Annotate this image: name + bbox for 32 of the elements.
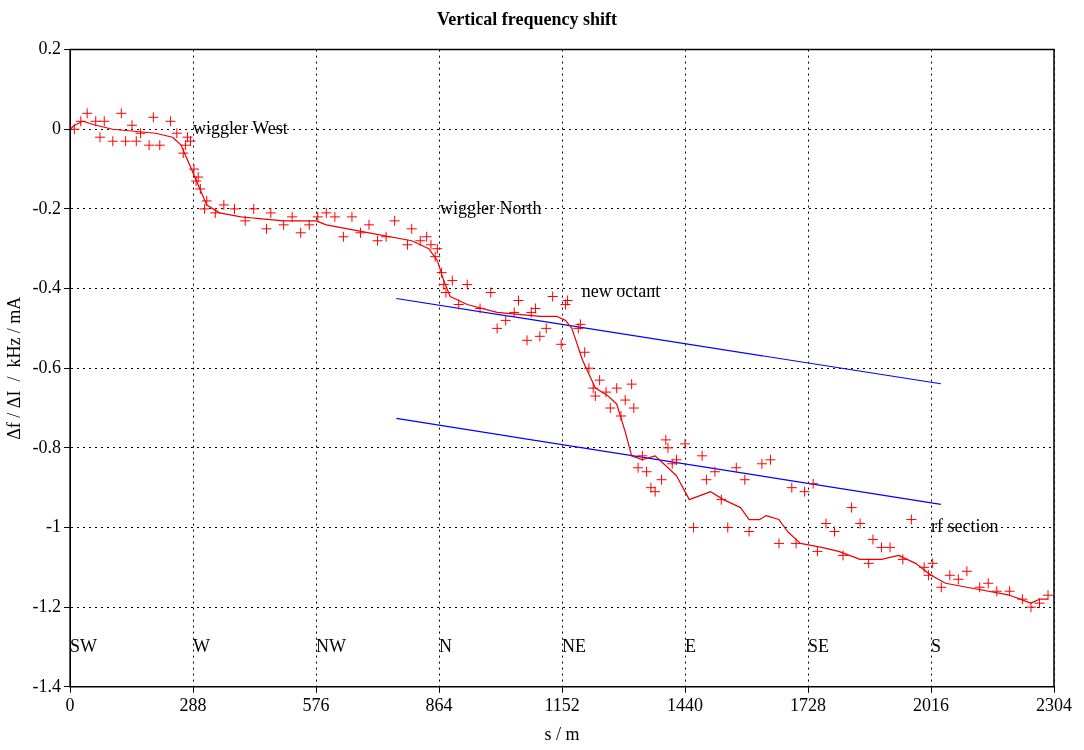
x-tick-label: 576	[302, 695, 330, 716]
annotation: W	[193, 635, 211, 656]
annotation: rf section	[931, 516, 999, 537]
y-tick-label: -1	[46, 516, 62, 537]
x-tick-label: 2304	[1036, 695, 1072, 716]
annotation: wiggler North	[440, 197, 542, 218]
x-tick-label: 2016	[913, 695, 950, 716]
x-tick-label: 1440	[667, 695, 704, 716]
y-tick-label: -0.2	[32, 197, 62, 218]
y-tick-label: -0.4	[32, 277, 62, 298]
annotation: SE	[808, 635, 830, 656]
annotation: S	[931, 635, 942, 656]
chart-title: Vertical frequency shift	[437, 9, 617, 30]
annotation: SW	[70, 635, 98, 656]
annotation: NE	[562, 635, 587, 656]
y-tick-label: -0.6	[32, 356, 62, 377]
y-tick-label: -1.2	[32, 595, 62, 616]
y-tick-label: 0	[52, 117, 62, 138]
annotation: N	[439, 635, 453, 656]
x-tick-label: 1152	[544, 695, 580, 716]
x-axis-title: s / m	[544, 723, 580, 744]
y-tick-label: 0.2	[38, 38, 62, 59]
x-tick-label: 864	[425, 695, 453, 716]
annotation: E	[685, 635, 697, 656]
x-tick-label: 288	[179, 695, 207, 716]
y-tick-label: -0.8	[32, 436, 62, 457]
annotation: wiggler West	[193, 117, 288, 138]
y-tick-label: -1.4	[32, 675, 62, 696]
annotation: NW	[316, 635, 347, 656]
x-tick-label: 1728	[790, 695, 827, 716]
y-axis-title: Δf / ΔI / kHz / mA	[3, 296, 24, 440]
x-tick-label: 0	[65, 695, 75, 716]
